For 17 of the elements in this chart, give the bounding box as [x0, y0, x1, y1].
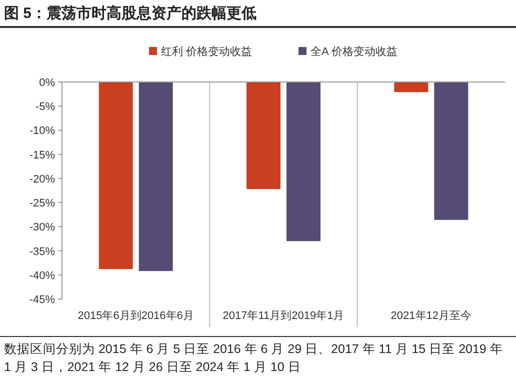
y-tick-label: -45%: [29, 294, 56, 306]
x-tick-label: 2015年6月到2016年6月: [78, 310, 194, 322]
y-tick-label: -20%: [29, 173, 56, 186]
text: 数据区间分别为 2015 年 6 月 5 日至 2016 年 6 月 29 日、2017 年 11 月 15 日至 2019 年 1 月 3 日，2021 年 12 月 26 日至 2024 年 1 月 10 日: [4, 341, 504, 376]
y-tick-label: -5%: [35, 101, 56, 114]
y-tick-label: 0%: [39, 77, 56, 89]
y-tick-label: -40%: [29, 270, 56, 282]
y-tick-label: -25%: [29, 198, 56, 210]
x-tick-label: 2017年11月到2019年1月: [222, 310, 344, 322]
y-tick-label: -10%: [29, 125, 56, 138]
y-tick-label: -15%: [29, 149, 56, 162]
y-tick-label: -30%: [29, 222, 56, 234]
chart-title: 图 5：震荡市时高股息资产的跌幅更低: [4, 4, 257, 23]
y-tick-label: -35%: [29, 246, 56, 258]
legend-label: 全A 价格变动收益: [310, 45, 398, 58]
x-tick-label: 2021年12月至今: [390, 310, 472, 322]
legend-label: 红利 价格变动收益: [161, 45, 252, 58]
